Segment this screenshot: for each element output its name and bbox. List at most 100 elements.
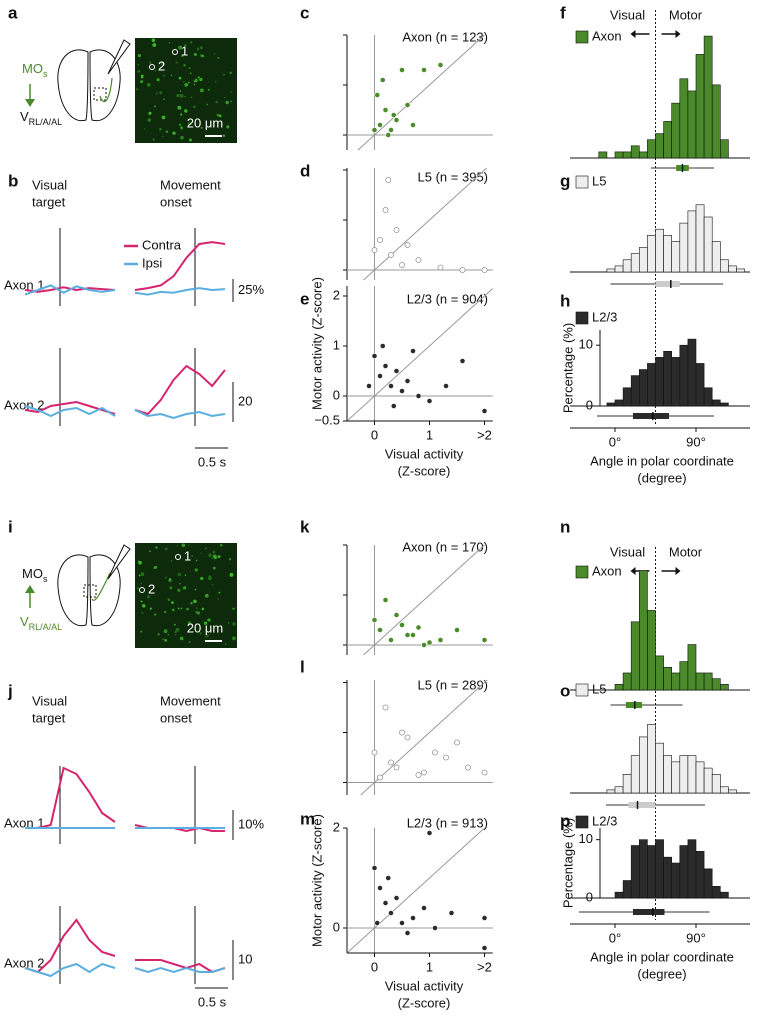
- fluorescence-dot: [218, 591, 221, 594]
- trace-line: [134, 364, 226, 416]
- direction-arrowhead: [675, 30, 681, 38]
- fluorescence-dot: [176, 94, 180, 98]
- scatter-point: [371, 127, 378, 133]
- source-name: MO: [22, 61, 43, 76]
- axon-path: [99, 77, 113, 102]
- fluorescence-dot: [152, 138, 155, 141]
- roi-marker: [175, 554, 181, 560]
- legend-label: Axon: [592, 28, 622, 43]
- trace-line: [135, 959, 226, 974]
- fluorescence-dot: [208, 576, 212, 581]
- fluorescence-dot: [172, 608, 175, 612]
- scatter-point: [481, 637, 488, 643]
- fluorescence-dot: [207, 618, 211, 622]
- histogram-bar: [622, 774, 632, 794]
- x-tick-label: >2: [477, 427, 492, 442]
- y-tick-label: 0: [586, 889, 593, 904]
- fluorescence-dot: [167, 598, 171, 601]
- histogram-bar: [606, 789, 616, 794]
- injection-pipette: [107, 544, 131, 580]
- fluorescence-dot: [212, 566, 216, 570]
- fluorescence-dot: [140, 572, 145, 576]
- injection-pipette: [107, 39, 131, 75]
- source-area: MOs: [22, 61, 48, 79]
- histogram-bar: [671, 862, 681, 899]
- fluorescence-dot: [227, 621, 230, 624]
- scatter-point: [399, 920, 405, 926]
- scatter-point: [481, 267, 488, 273]
- trace-line: [134, 966, 226, 974]
- fluorescence-dot: [200, 576, 204, 581]
- histogram-bar: [703, 35, 713, 159]
- fluorescence-dot: [137, 64, 140, 66]
- fluorescence-dot: [201, 607, 205, 611]
- column-header: Visual: [32, 693, 67, 708]
- fluorescence-dot: [222, 134, 226, 137]
- scatter-point: [377, 774, 383, 781]
- histogram-bar: [695, 363, 705, 407]
- fluorescence-dot: [193, 52, 197, 57]
- scale-bar-label: 25%: [238, 282, 264, 297]
- scatter-point: [404, 734, 411, 741]
- fluorescence-dot: [165, 130, 169, 134]
- scatter-point: [437, 62, 444, 68]
- brain-outline: [57, 49, 121, 122]
- histogram-bar: [638, 570, 648, 691]
- roi-marker: [149, 64, 155, 70]
- histogram-bar: [655, 839, 664, 899]
- scatter-point: [390, 403, 397, 409]
- scatter-point: [393, 612, 400, 618]
- fluorescence-dot: [200, 54, 204, 58]
- roi-label: 1: [184, 548, 191, 563]
- panel-letter: e: [300, 289, 309, 308]
- histogram-bar: [695, 204, 705, 273]
- histogram-bar: [638, 151, 648, 159]
- scatter-point: [410, 122, 416, 128]
- fluorescence-dot: [225, 100, 229, 105]
- unity-line: [363, 167, 488, 281]
- x-axis-label: Angle in polar coordinate: [590, 453, 734, 468]
- fluorescence-dot: [153, 565, 157, 570]
- fluorescence-dot: [218, 114, 222, 118]
- histogram-bar: [622, 387, 632, 407]
- scatter-point: [465, 764, 471, 771]
- target-area: VRL/A/AL: [20, 614, 62, 632]
- scatter-point: [410, 632, 416, 638]
- histogram-bar: [687, 338, 697, 407]
- trace-line: [24, 962, 116, 978]
- scatter-point: [388, 637, 394, 643]
- fluorescence-dot: [193, 83, 196, 86]
- fluorescence-dot: [215, 100, 219, 104]
- unity-line: [357, 34, 485, 151]
- fluorescence-dot: [200, 88, 204, 93]
- imaging-window: [83, 584, 97, 598]
- histogram-bar: [719, 891, 729, 899]
- row-label: Axon 1: [4, 277, 44, 292]
- fluorescence-dot: [154, 105, 156, 108]
- source-subscript: s: [43, 574, 48, 584]
- histogram-bar: [622, 880, 632, 899]
- histogram-bar: [630, 253, 640, 273]
- scatter-point: [388, 127, 394, 133]
- fluorescence-dot: [164, 610, 167, 614]
- y-tick-label: 2: [333, 819, 340, 834]
- panel-letter: f: [560, 3, 566, 22]
- scale-bar-label: 20 μm: [187, 115, 223, 130]
- histogram-bar: [663, 121, 672, 159]
- scatter-point: [385, 177, 392, 183]
- scatter-point: [454, 739, 460, 746]
- fluorescence-dot: [193, 599, 197, 604]
- fluorescence-dot: [213, 555, 218, 560]
- fluorescence-dot: [179, 94, 184, 98]
- column-header: target: [32, 194, 66, 209]
- fluorescence-dot: [180, 135, 184, 140]
- histogram-bar: [736, 268, 745, 273]
- panel-letter: k: [300, 517, 310, 536]
- scatter-point: [410, 915, 416, 921]
- fluorescence-dot: [223, 73, 226, 76]
- histogram-bar: [622, 259, 632, 273]
- fluorescence-dot: [151, 38, 156, 43]
- roi-marker: [139, 587, 145, 593]
- row-label: Axon 2: [4, 955, 44, 970]
- scatter-point: [390, 112, 397, 118]
